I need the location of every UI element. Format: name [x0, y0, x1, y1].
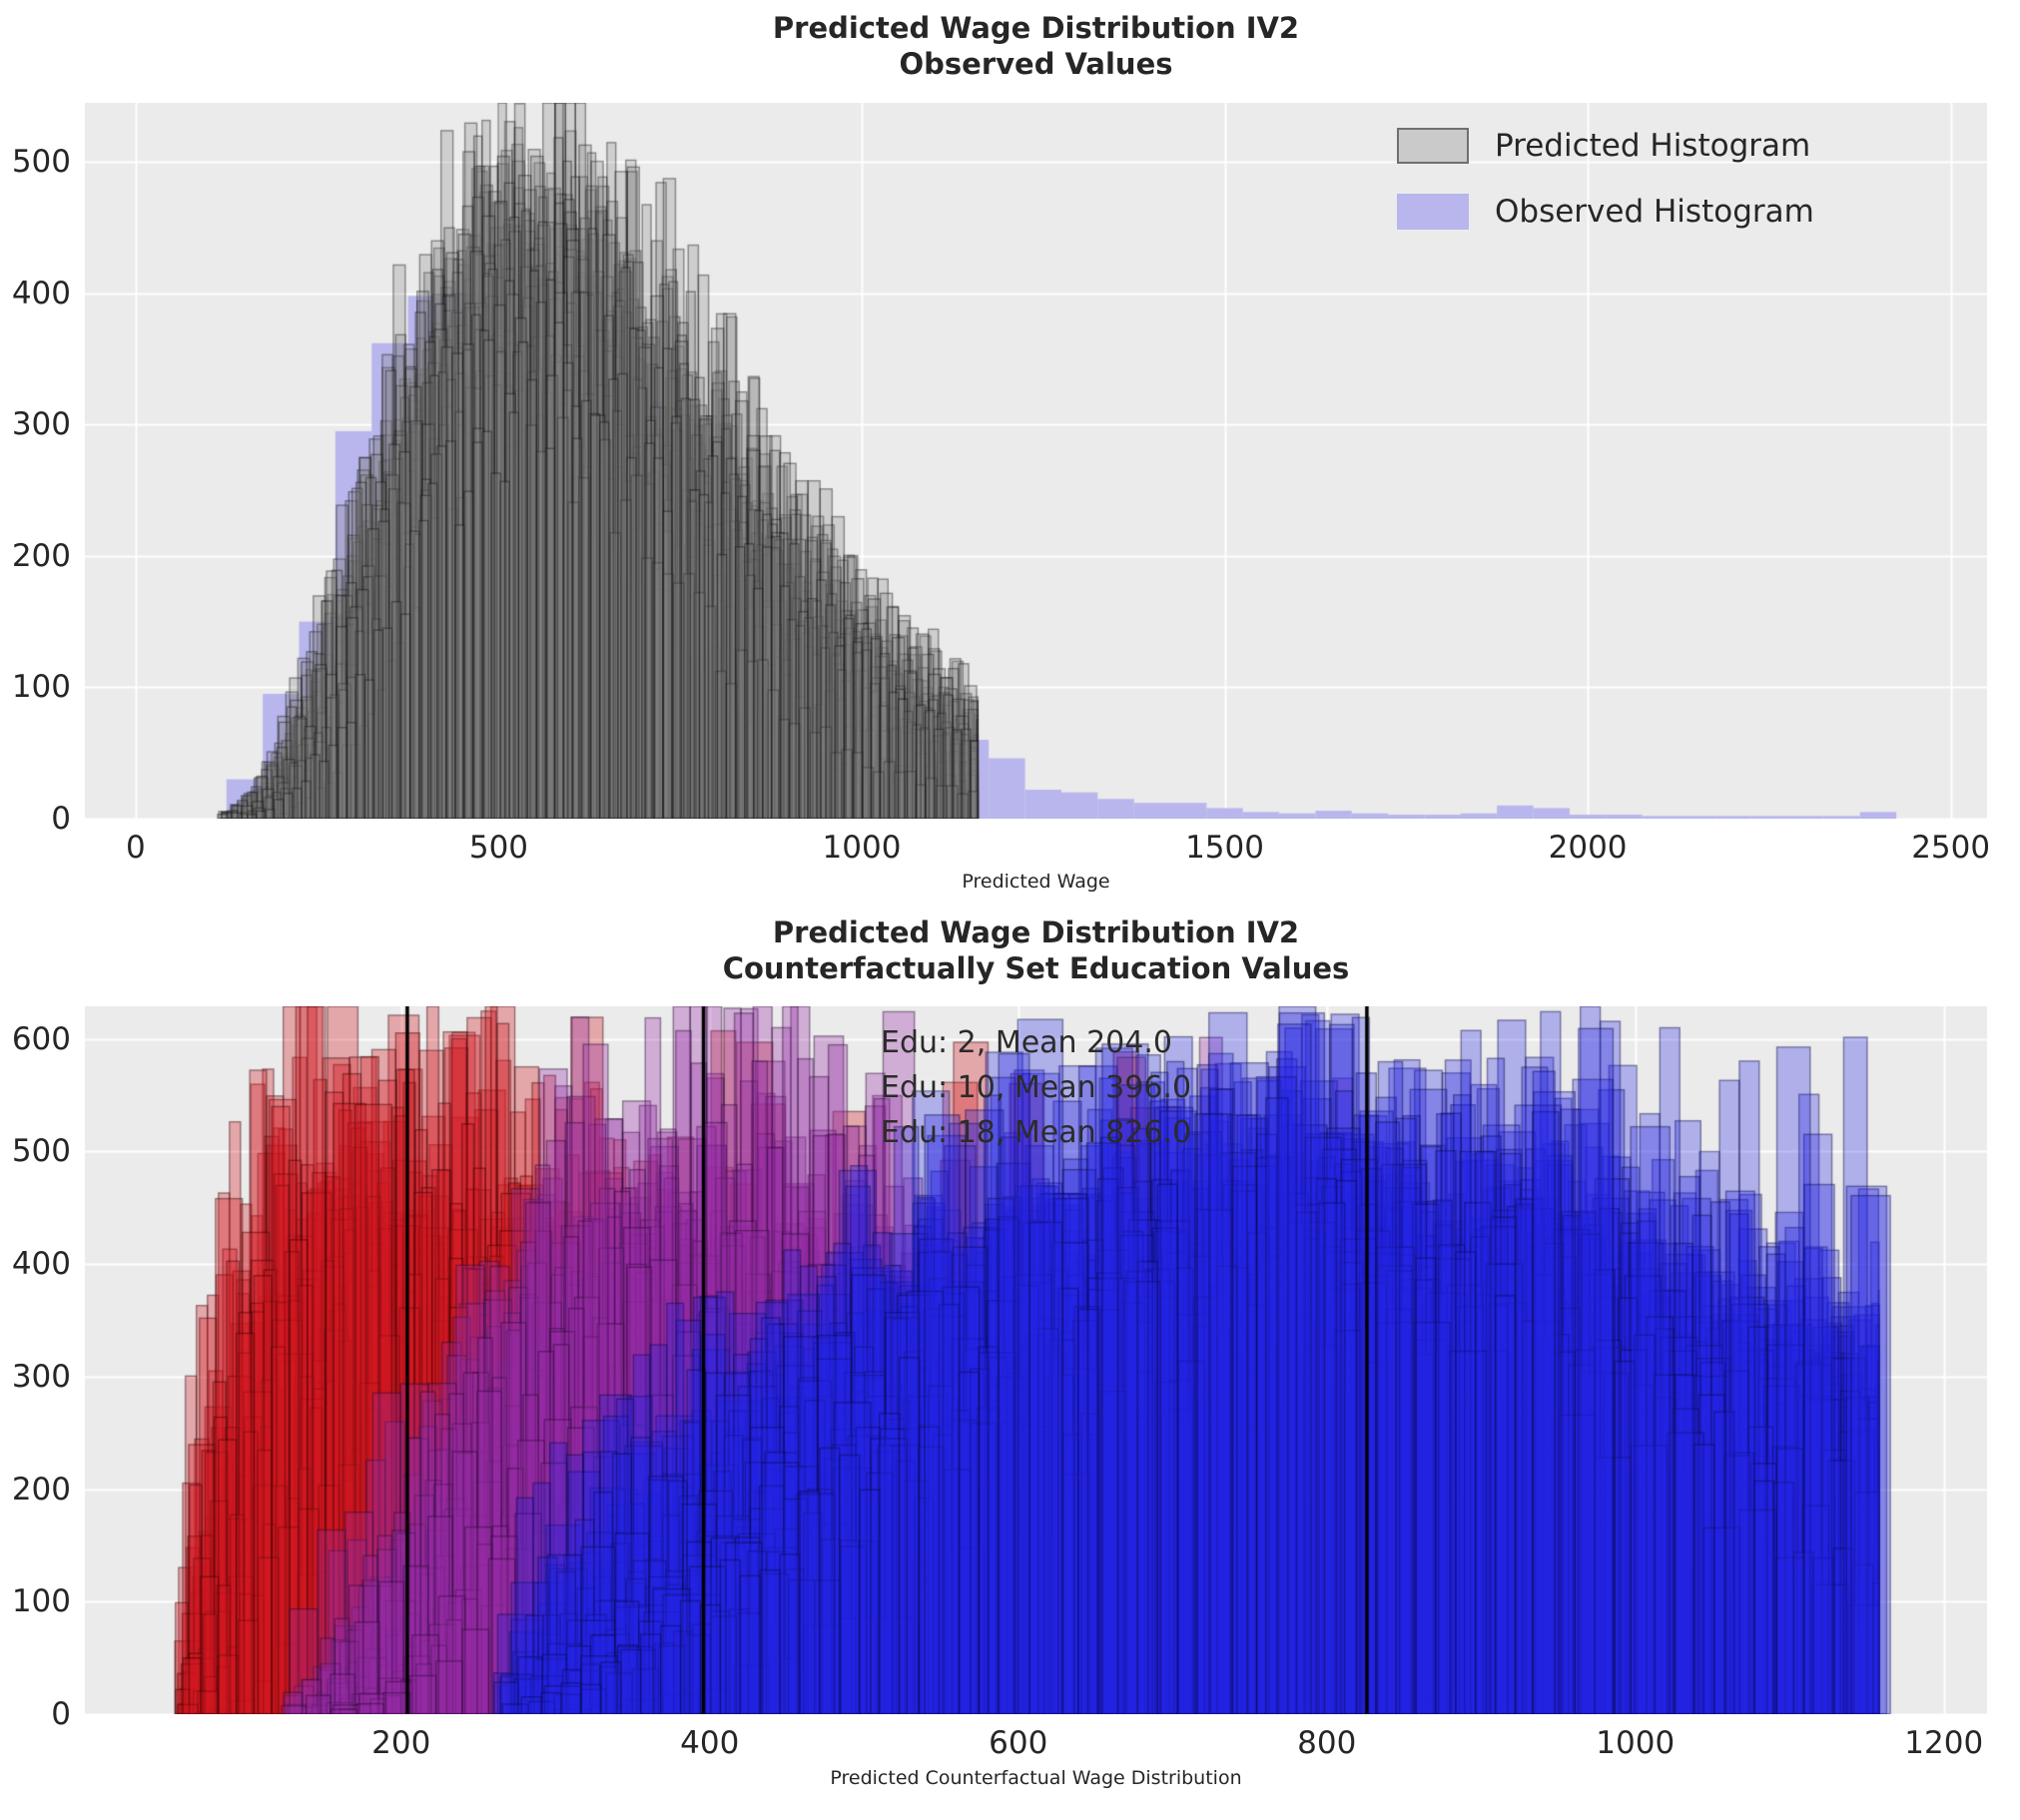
bottom-xaxis-label: Predicted Counterfactual Wage Distributi… [830, 1767, 1242, 1789]
top-x-tick-label-1500: 1500 [1185, 830, 1264, 866]
bottom-plot-canvas [85, 1006, 1987, 1714]
bottom-chart-title-line2: Counterfactually Set Education Values [722, 951, 1350, 985]
top-y-tick-label-100: 100 [11, 669, 71, 706]
observed-histogram-swatch [1397, 194, 1469, 230]
bottom-x-tick-label-800: 800 [1297, 1725, 1357, 1761]
top-x-tick-label-2000: 2000 [1548, 830, 1628, 866]
legend-label-observed: Observed Histogram [1495, 194, 1814, 230]
bottom-y-tick-label-300: 300 [11, 1358, 71, 1395]
top-chart-title-line1: Predicted Wage Distribution IV2 [772, 11, 1300, 45]
bottom-x-tick-label-600: 600 [989, 1725, 1048, 1761]
top-chart-title-line2: Observed Values [899, 47, 1173, 81]
top-plot-canvas [85, 103, 1987, 819]
bottom-y-tick-label-600: 600 [11, 1020, 71, 1057]
bottom-x-tick-label-1000: 1000 [1596, 1725, 1676, 1761]
top-x-tick-label-500: 500 [468, 830, 529, 866]
bottom-y-tick-label-100: 100 [11, 1583, 71, 1620]
bottom-chart-title-line1: Predicted Wage Distribution IV2 [772, 915, 1300, 949]
predicted-histogram-swatch [1397, 128, 1469, 164]
bottom-x-tick-label-1200: 1200 [1904, 1725, 1984, 1761]
bottom-x-tick-label-400: 400 [680, 1725, 740, 1761]
annotation-edu-18: Edu: 18, Mean 826.0 [881, 1115, 1192, 1150]
top-xaxis-label: Predicted Wage [962, 871, 1110, 893]
top-y-tick-label-0: 0 [51, 801, 71, 837]
bottom-y-tick-label-400: 400 [11, 1246, 71, 1283]
annotation-edu-10: Edu: 10, Mean 396.0 [881, 1070, 1192, 1105]
bottom-y-tick-label-200: 200 [11, 1471, 71, 1508]
legend-item-observed: Observed Histogram [1397, 186, 1814, 238]
top-x-tick-label-1000: 1000 [822, 830, 902, 866]
bottom-y-tick-label-500: 500 [11, 1133, 71, 1170]
legend: Predicted Histogram Observed Histogram [1397, 120, 1814, 252]
top-y-tick-label-200: 200 [11, 537, 71, 574]
top-y-tick-label-300: 300 [11, 406, 71, 443]
top-y-tick-label-500: 500 [11, 144, 71, 181]
top-x-tick-label-0: 0 [126, 830, 146, 866]
legend-item-predicted: Predicted Histogram [1397, 120, 1814, 172]
bottom-x-tick-label-200: 200 [371, 1725, 431, 1761]
bottom-y-tick-label-0: 0 [51, 1696, 71, 1732]
top-x-tick-label-2500: 2500 [1911, 830, 1991, 866]
annotation-edu-2: Edu: 2, Mean 204.0 [881, 1025, 1172, 1060]
legend-label-predicted: Predicted Histogram [1495, 128, 1811, 164]
top-y-tick-label-400: 400 [11, 275, 71, 311]
